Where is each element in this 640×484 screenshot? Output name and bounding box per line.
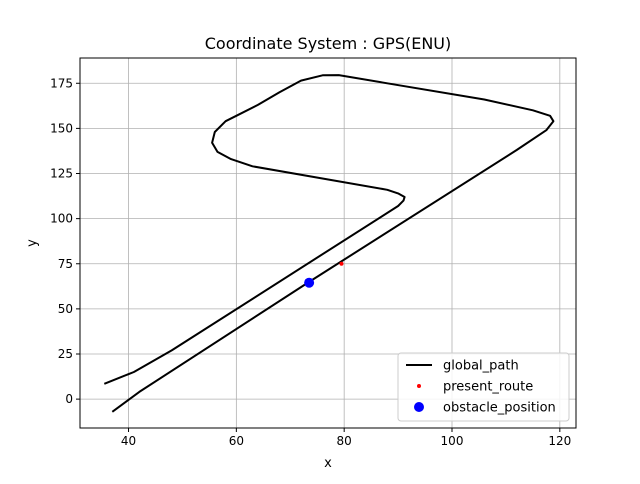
legend-marker-obstacle_position bbox=[414, 402, 424, 412]
legend-label-obstacle_position: obstacle_position bbox=[443, 401, 556, 416]
y-tick-label: 25 bbox=[58, 347, 73, 361]
legend: global_path present_route obstacle_positio… bbox=[397, 352, 570, 422]
x-tick-label: 80 bbox=[337, 434, 352, 448]
y-tick-label: 75 bbox=[58, 257, 73, 271]
x-tick-label: 120 bbox=[548, 434, 571, 448]
legend-marker-present_route bbox=[417, 384, 421, 388]
x-axis-label: x bbox=[324, 456, 332, 471]
x-tick-label: 100 bbox=[441, 434, 464, 448]
x-tick-label: 40 bbox=[121, 434, 136, 448]
y-tick-label: 125 bbox=[50, 167, 73, 181]
chart-title: Coordinate System : GPS(ENU) bbox=[205, 34, 452, 53]
y-tick-label: 50 bbox=[58, 302, 73, 316]
axis-ticks: 40 60 80 100 120 0 25 50 75 100 125 150 175 bbox=[50, 76, 571, 448]
y-tick-label: 0 bbox=[65, 392, 73, 406]
y-tick-label: 175 bbox=[50, 76, 73, 90]
y-axis-label: y bbox=[25, 239, 40, 247]
plot-frame bbox=[79, 57, 577, 429]
y-tick-label: 100 bbox=[50, 212, 73, 226]
legend-box bbox=[397, 352, 570, 422]
data-point-obstacle_position bbox=[304, 277, 315, 288]
x-tick-label: 60 bbox=[229, 434, 244, 448]
series-line-global_path bbox=[103, 74, 555, 413]
plot-series bbox=[103, 74, 555, 413]
legend-label-present_route: present_route bbox=[443, 380, 533, 395]
data-point-present_route bbox=[339, 261, 344, 266]
grid-lines bbox=[80, 58, 576, 428]
legend-label-global_path: global_path bbox=[443, 359, 519, 374]
y-tick-label: 150 bbox=[50, 121, 73, 135]
